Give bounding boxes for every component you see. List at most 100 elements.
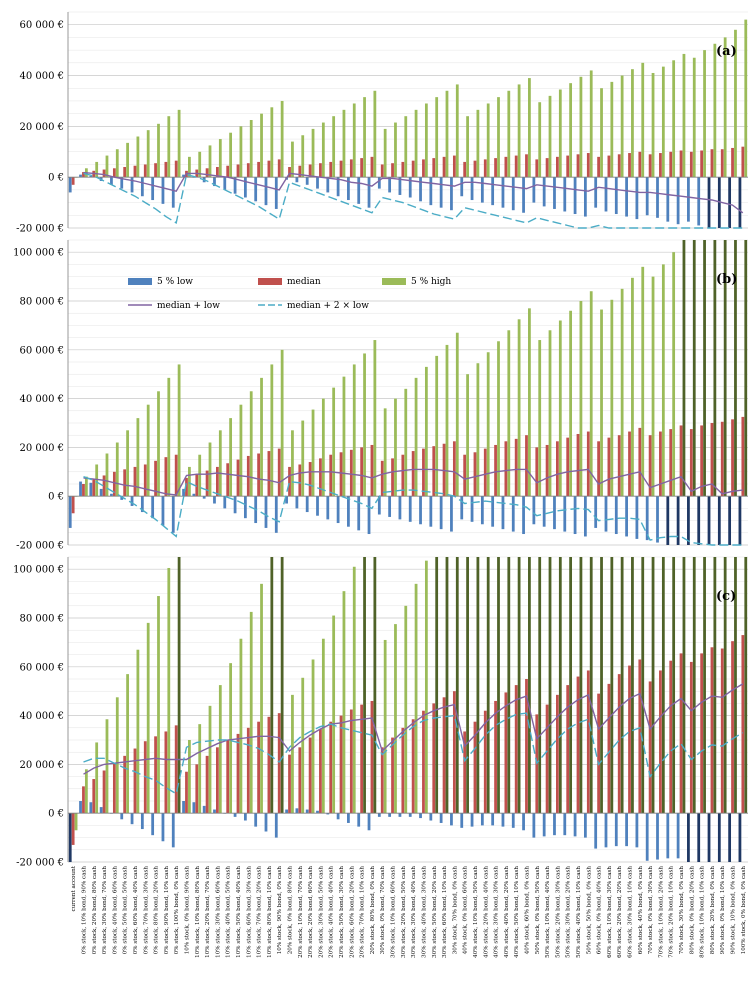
bar-low [326, 496, 330, 520]
bar-high [734, 240, 737, 497]
bar-low [151, 496, 155, 519]
bar-median [82, 786, 85, 814]
bar-low [357, 813, 361, 827]
bar-median [288, 754, 291, 814]
bar-low [110, 493, 113, 497]
legend-label-high: 5 % high [411, 277, 451, 287]
x-tick-label: 30% stock, 20% bond, 50% cash [401, 866, 407, 958]
bar-median [164, 731, 168, 814]
bar-median [82, 172, 85, 178]
bar-high [167, 567, 171, 814]
bar-low [233, 496, 237, 514]
bar-low [182, 174, 185, 178]
bar-high [692, 557, 696, 814]
x-tick-label: current account [71, 865, 77, 911]
bar-high [528, 308, 531, 497]
bar-median [82, 484, 85, 497]
x-tick-label: 0% stock, 50% bond, 50% cash [123, 866, 129, 955]
bar-low [377, 496, 381, 515]
bar-median [700, 425, 704, 497]
bar-high [404, 605, 408, 814]
bar-low [676, 177, 680, 225]
bar-low [635, 496, 639, 539]
bar-median [689, 151, 693, 178]
bar-median [154, 460, 157, 497]
bar-high [280, 100, 284, 178]
bar-low [594, 177, 598, 208]
bar-high [723, 557, 727, 814]
bar-low [120, 813, 124, 820]
y-tick-label: 40 000 € [19, 71, 64, 82]
bar-high [198, 454, 202, 497]
bar-median [205, 755, 209, 814]
x-tick-label: 20% stock, 50% bond, 30% cash [339, 866, 345, 958]
bar-median [483, 159, 487, 178]
bar-median [638, 659, 642, 814]
x-tick-label: 30% stock, 0% bond, 70% cash [380, 866, 386, 955]
bar-low [377, 813, 381, 817]
bar-high [363, 97, 366, 178]
x-tick-label: 100% stock, 0% bond, 0% cash [741, 866, 747, 955]
x-tick-label: 30% stock, 30% bond, 40% cash [411, 866, 417, 958]
bar-high [291, 141, 294, 178]
bar-high [249, 611, 253, 814]
bar-median [360, 704, 364, 814]
bar-high [641, 266, 645, 497]
bar-median [329, 454, 333, 497]
x-tick-label: 30% stock, 60% bond, 10% cash [442, 866, 448, 958]
bar-low [645, 496, 649, 541]
bar-low [532, 813, 536, 838]
bar-high [682, 240, 686, 497]
y-tick-label: -20 000 € [16, 541, 64, 552]
bar-high [672, 60, 676, 178]
x-tick-label: 0% stock, 40% bond, 60% cash [112, 866, 118, 955]
bar-median [597, 693, 600, 814]
bar-low [254, 177, 258, 202]
x-tick-label: 70% stock, 30% bond, 0% cash [679, 866, 685, 955]
bar-median [669, 660, 673, 814]
bar-median [216, 167, 219, 178]
x-tick-label: 50% stock, 50% bond, 0% cash [586, 866, 592, 955]
y-tick-label: 0 € [48, 173, 64, 184]
bar-median [112, 471, 116, 497]
bar-high [435, 97, 439, 178]
bar-low [645, 813, 649, 861]
bar-low [192, 493, 196, 497]
bar-high [713, 557, 717, 814]
bar-low [254, 813, 258, 827]
bar-median [401, 454, 405, 497]
legend: 5 % low median 5 % high median + low median … [128, 277, 451, 311]
bar-low [398, 177, 402, 195]
bar-median [566, 685, 570, 814]
bar-high [610, 557, 614, 814]
panel-label: (c) [716, 589, 736, 604]
bar-median [154, 736, 157, 814]
bar-high [218, 685, 222, 814]
bar-high [497, 341, 500, 497]
bar-median [586, 153, 590, 178]
bar-low [223, 496, 227, 509]
bar-low [243, 813, 247, 821]
bar-high [115, 442, 119, 497]
bar-low [625, 813, 628, 847]
bar-low [439, 813, 443, 823]
bar-high [507, 90, 511, 178]
bar-median [432, 446, 436, 497]
bar-low [274, 177, 278, 209]
x-tick-label: 50% stock, 0% bond, 50% cash [535, 866, 541, 955]
bar-low [553, 177, 556, 209]
bar-low [687, 813, 690, 862]
bar-high [476, 557, 480, 814]
bar-low [305, 177, 309, 185]
bar-high [651, 276, 655, 497]
bar-low [79, 481, 82, 497]
bar-high [744, 19, 748, 178]
bar-median [164, 457, 168, 497]
bar-high [136, 136, 140, 178]
x-tick-label: 80% stock, 20% bond, 0% cash [710, 866, 716, 955]
bar-low [130, 813, 134, 825]
bar-median [380, 164, 384, 178]
bar-low [470, 496, 474, 522]
bar-low [408, 177, 412, 198]
